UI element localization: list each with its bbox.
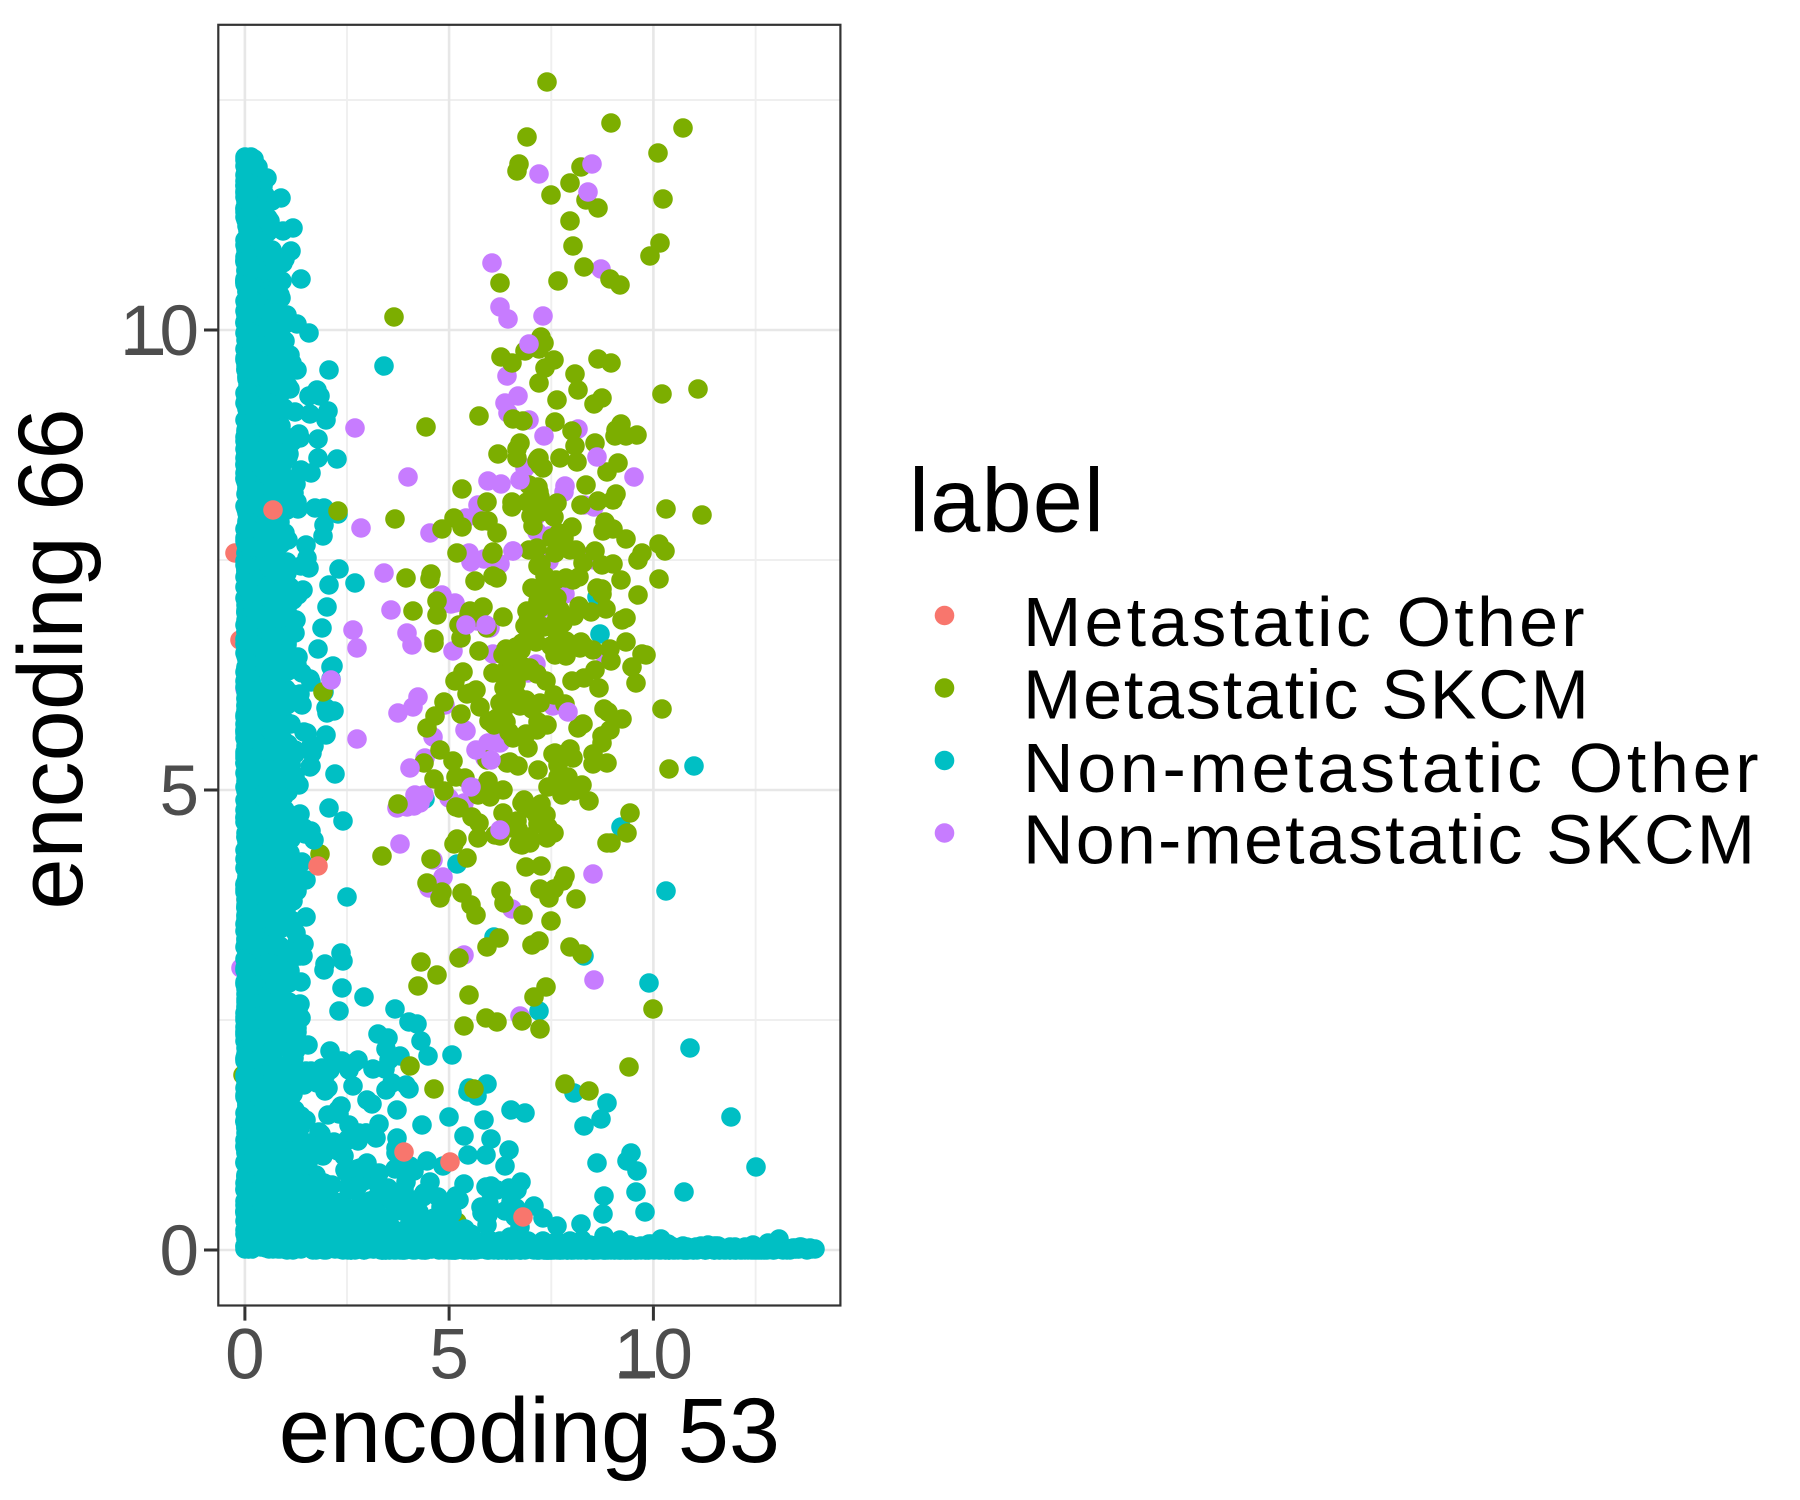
svg-text:0: 0 [160,1212,200,1291]
svg-text:10: 10 [614,1316,693,1395]
svg-text:0: 0 [225,1316,265,1395]
svg-text:label: label [909,452,1105,552]
svg-text:encoding 66: encoding 66 [0,408,102,909]
svg-text:5: 5 [429,1316,469,1395]
svg-text:Metastatic Other: Metastatic Other [1023,583,1588,661]
svg-text:encoding 53: encoding 53 [279,1380,780,1482]
svg-text:Non-metastatic SKCM: Non-metastatic SKCM [1023,801,1757,879]
svg-text:Metastatic SKCM: Metastatic SKCM [1023,656,1591,734]
svg-text:Non-metastatic Other: Non-metastatic Other [1023,729,1762,807]
svg-text:10: 10 [120,292,199,371]
svg-text:5: 5 [160,752,200,831]
